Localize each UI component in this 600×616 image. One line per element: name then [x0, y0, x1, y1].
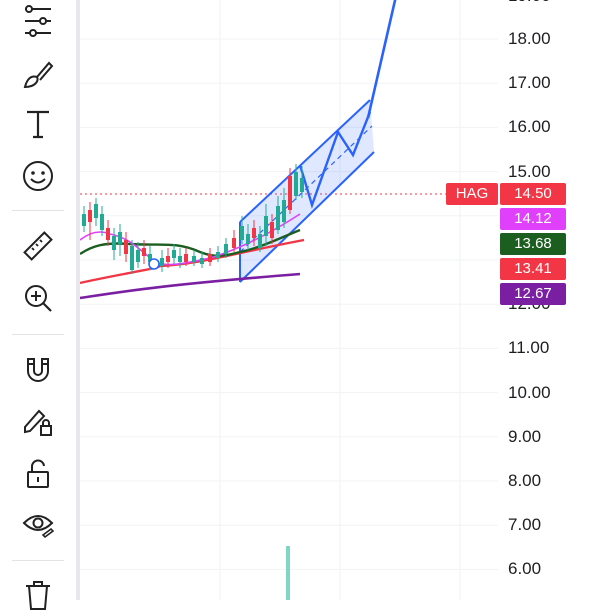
candle-body — [246, 234, 250, 244]
candle-body — [172, 250, 176, 258]
signal-marker — [148, 258, 160, 270]
candle-body — [258, 234, 262, 248]
emoji-tool-button[interactable] — [12, 154, 64, 198]
candle-body — [94, 204, 98, 218]
candle-body — [130, 246, 134, 270]
price-axis-label: 19.00 — [508, 0, 588, 6]
candle-body — [142, 248, 146, 256]
candle-body — [100, 214, 104, 230]
toolbar-divider — [12, 334, 64, 335]
ruler-tool-button[interactable] — [12, 224, 64, 268]
trash-icon — [26, 581, 50, 610]
candle-body — [288, 176, 292, 210]
candle-body — [276, 206, 280, 230]
candle-body — [148, 254, 152, 262]
price-axis-label: 9.00 — [508, 426, 542, 446]
text-tool-icon — [27, 110, 49, 139]
price-tag: 13.41 — [500, 258, 566, 280]
channel-lower-line — [239, 151, 375, 283]
lock-drawings-button[interactable] — [12, 400, 64, 444]
channel-upper-line — [239, 99, 371, 223]
price-axis-label: 11.00 — [508, 338, 550, 358]
candle-body — [232, 238, 236, 248]
candle-body — [216, 252, 220, 258]
ma-slow-line — [80, 238, 305, 285]
trend-line-tool-button[interactable] — [12, 0, 64, 42]
volume-bar — [286, 546, 290, 600]
candle-body — [160, 258, 164, 266]
candle-body — [252, 228, 256, 238]
magnet-icon — [27, 358, 49, 382]
price-axis-label: 17.00 — [508, 73, 551, 93]
eye-visibility-icon — [22, 515, 55, 539]
toolbar-border — [76, 0, 80, 600]
candle-body — [294, 172, 298, 196]
zoom-in-icon — [25, 285, 52, 312]
candle-body — [208, 254, 212, 262]
projection-zigzag — [298, 111, 372, 209]
candle-body — [270, 222, 274, 238]
drawing-toolbar — [0, 0, 76, 610]
candle-body — [82, 214, 86, 226]
projection-breakout-line — [366, 0, 397, 119]
candle-body — [124, 240, 128, 254]
price-axis-label: 15.00 — [508, 161, 551, 181]
price-tag: 13.68 — [500, 233, 566, 255]
candle-body — [192, 256, 196, 262]
chart-canvas[interactable] — [80, 0, 600, 600]
price-tag: 12.67 — [500, 283, 566, 305]
price-chart[interactable] — [80, 0, 600, 600]
visibility-button[interactable] — [12, 502, 64, 546]
symbol-tag: HAG — [446, 183, 498, 205]
zoom-in-button[interactable] — [12, 276, 64, 320]
candle-body — [264, 216, 268, 236]
price-axis-label: 16.00 — [508, 117, 551, 137]
price-axis-label: 8.00 — [508, 471, 542, 490]
candle-body — [184, 254, 188, 262]
candle-body — [300, 178, 304, 192]
magnet-button[interactable] — [12, 348, 64, 392]
candle-body — [282, 200, 286, 222]
remove-drawings-button[interactable] — [12, 572, 64, 616]
brush-tool-icon — [23, 61, 54, 89]
unlock-icon — [27, 459, 49, 488]
ma-long-line — [80, 272, 301, 300]
candle-body — [136, 250, 140, 262]
price-axis-label: 7.00 — [508, 515, 542, 535]
price-axis-label: 18.00 — [508, 29, 551, 48]
candle-body — [106, 228, 110, 240]
toolbar-divider — [12, 210, 64, 211]
brush-tool-button[interactable] — [12, 52, 64, 96]
toolbar-divider — [12, 560, 64, 561]
candle-body — [118, 232, 122, 244]
trend-line-tool-icon — [25, 5, 51, 37]
candle-body — [166, 256, 170, 262]
emoji-tool-icon — [23, 161, 53, 191]
text-tool-button[interactable] — [12, 102, 64, 146]
price-axis-label: 6.00 — [508, 559, 542, 579]
candle-body — [178, 256, 182, 262]
ruler-measure-icon — [23, 231, 53, 261]
unlock-button[interactable] — [12, 452, 64, 496]
price-axis-label: 10.00 — [508, 382, 551, 402]
candle-body — [88, 210, 92, 222]
candle-body — [240, 226, 244, 240]
candle-body — [200, 258, 204, 264]
price-tag: 14.50 — [500, 183, 566, 205]
candle-body — [112, 236, 116, 250]
pencil-lock-icon — [24, 409, 52, 436]
candle-body — [224, 244, 228, 254]
price-tag: 14.12 — [500, 208, 566, 230]
